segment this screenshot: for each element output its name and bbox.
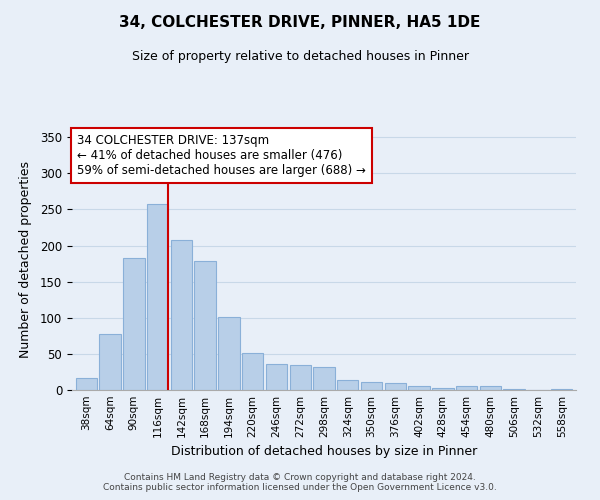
- Y-axis label: Number of detached properties: Number of detached properties: [19, 162, 32, 358]
- Bar: [194, 262, 216, 390]
- Text: 34 COLCHESTER DRIVE: 137sqm
← 41% of detached houses are smaller (476)
59% of se: 34 COLCHESTER DRIVE: 137sqm ← 41% of det…: [77, 134, 366, 177]
- Text: 34, COLCHESTER DRIVE, PINNER, HA5 1DE: 34, COLCHESTER DRIVE, PINNER, HA5 1DE: [119, 15, 481, 30]
- Bar: [76, 378, 97, 390]
- Bar: [313, 367, 335, 390]
- Bar: [337, 380, 358, 390]
- Bar: [123, 258, 145, 390]
- Text: Contains HM Land Registry data © Crown copyright and database right 2024.: Contains HM Land Registry data © Crown c…: [124, 474, 476, 482]
- Bar: [242, 353, 263, 390]
- Bar: [432, 388, 454, 390]
- Bar: [218, 317, 239, 390]
- Bar: [266, 364, 287, 390]
- X-axis label: Distribution of detached houses by size in Pinner: Distribution of detached houses by size …: [171, 446, 477, 458]
- Bar: [170, 240, 192, 390]
- Bar: [147, 204, 168, 390]
- Bar: [551, 388, 572, 390]
- Text: Contains public sector information licensed under the Open Government Licence v3: Contains public sector information licen…: [103, 484, 497, 492]
- Bar: [361, 382, 382, 390]
- Bar: [503, 388, 525, 390]
- Bar: [409, 386, 430, 390]
- Bar: [100, 334, 121, 390]
- Bar: [456, 386, 478, 390]
- Bar: [290, 364, 311, 390]
- Text: Size of property relative to detached houses in Pinner: Size of property relative to detached ho…: [131, 50, 469, 63]
- Bar: [385, 383, 406, 390]
- Bar: [480, 386, 501, 390]
